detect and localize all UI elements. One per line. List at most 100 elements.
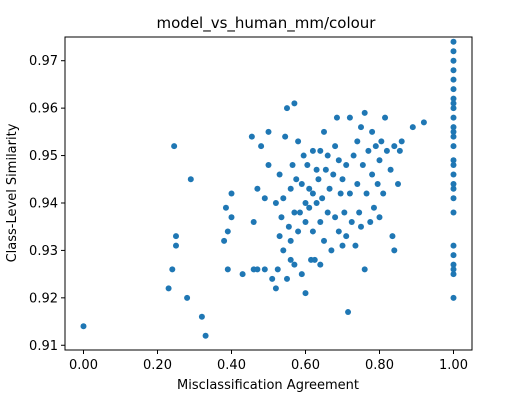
y-tick-label: 0.96 (29, 102, 58, 117)
x-tick-label: 0.80 (365, 358, 394, 373)
data-point (298, 181, 305, 188)
data-point (291, 100, 298, 107)
data-point (173, 242, 179, 249)
data-point (450, 67, 457, 74)
data-point (330, 171, 337, 178)
data-point (309, 190, 316, 197)
x-tick-label: 0.60 (291, 358, 320, 373)
data-point (321, 237, 327, 244)
data-point (315, 176, 322, 183)
data-point (358, 124, 364, 131)
data-point (272, 199, 279, 206)
data-point (339, 176, 346, 183)
data-point (450, 181, 457, 188)
data-point (319, 195, 326, 202)
data-point (222, 204, 229, 211)
data-point (280, 247, 287, 254)
data-points (80, 38, 457, 339)
data-point (313, 166, 320, 173)
data-point (450, 252, 457, 259)
data-point (354, 181, 361, 188)
data-point (450, 48, 457, 55)
data-point (287, 185, 294, 192)
data-point (398, 138, 405, 145)
data-point (450, 271, 457, 278)
data-point (302, 218, 309, 225)
data-point (228, 190, 235, 197)
data-point (450, 157, 457, 164)
data-point (322, 166, 329, 173)
data-point (450, 114, 457, 121)
data-point (295, 138, 302, 145)
data-point (356, 209, 363, 216)
data-point (324, 152, 331, 159)
data-point (293, 176, 300, 183)
data-point (332, 143, 339, 150)
data-point (332, 214, 339, 221)
data-point (337, 190, 344, 197)
data-point (171, 143, 178, 150)
data-point (335, 157, 342, 164)
data-point (321, 128, 327, 135)
data-point (374, 181, 381, 188)
data-point (450, 261, 457, 268)
x-tick-label: 1.00 (439, 358, 468, 373)
data-point (313, 199, 320, 206)
data-point (450, 143, 457, 150)
y-axis-ticks: 0.91 0.92 0.93 0.94 0.95 0.96 0.97 (29, 54, 65, 354)
y-tick-label: 0.91 (29, 339, 58, 354)
data-point (250, 218, 257, 225)
data-point (383, 147, 390, 154)
data-point (296, 209, 303, 216)
data-point (328, 247, 335, 254)
data-point (450, 105, 457, 112)
plot-area-frame (64, 36, 473, 351)
data-point (450, 95, 457, 102)
data-point (302, 290, 309, 297)
data-point (198, 313, 205, 320)
data-point (298, 271, 305, 278)
data-point (304, 162, 311, 169)
data-point (326, 185, 333, 192)
data-point (450, 185, 457, 192)
y-tick-label: 0.92 (29, 291, 58, 306)
x-tick-label: 0.40 (217, 358, 246, 373)
data-point (341, 209, 348, 216)
data-point (378, 138, 385, 145)
data-point (309, 228, 316, 235)
data-point (284, 105, 290, 112)
data-point (450, 38, 457, 45)
y-tick-label: 0.94 (29, 196, 58, 211)
data-point (300, 152, 307, 159)
data-point (450, 57, 457, 64)
data-point (269, 275, 276, 282)
data-point (363, 190, 370, 197)
data-point (376, 214, 383, 221)
data-point (391, 247, 398, 254)
data-point (450, 128, 457, 135)
y-tick-label: 0.97 (29, 54, 58, 69)
data-point (278, 214, 285, 221)
x-axis-title: Misclassification Agreement (177, 378, 359, 393)
y-tick-label: 0.95 (29, 149, 58, 164)
data-point (367, 218, 374, 225)
data-point (228, 214, 235, 221)
data-point (272, 285, 279, 292)
data-point (291, 261, 298, 268)
x-axis-ticks: 0.00 0.20 0.40 0.60 0.80 1.00 (69, 350, 468, 373)
data-point (254, 266, 261, 273)
data-point (202, 332, 209, 339)
data-point (309, 147, 316, 154)
data-point (173, 233, 179, 240)
data-point (224, 266, 231, 273)
data-point (450, 86, 457, 93)
data-point (354, 138, 361, 145)
data-point (420, 119, 427, 126)
data-point (450, 76, 457, 83)
data-point (333, 114, 340, 121)
data-point (311, 256, 318, 263)
data-point (450, 294, 457, 301)
data-point (389, 233, 396, 240)
